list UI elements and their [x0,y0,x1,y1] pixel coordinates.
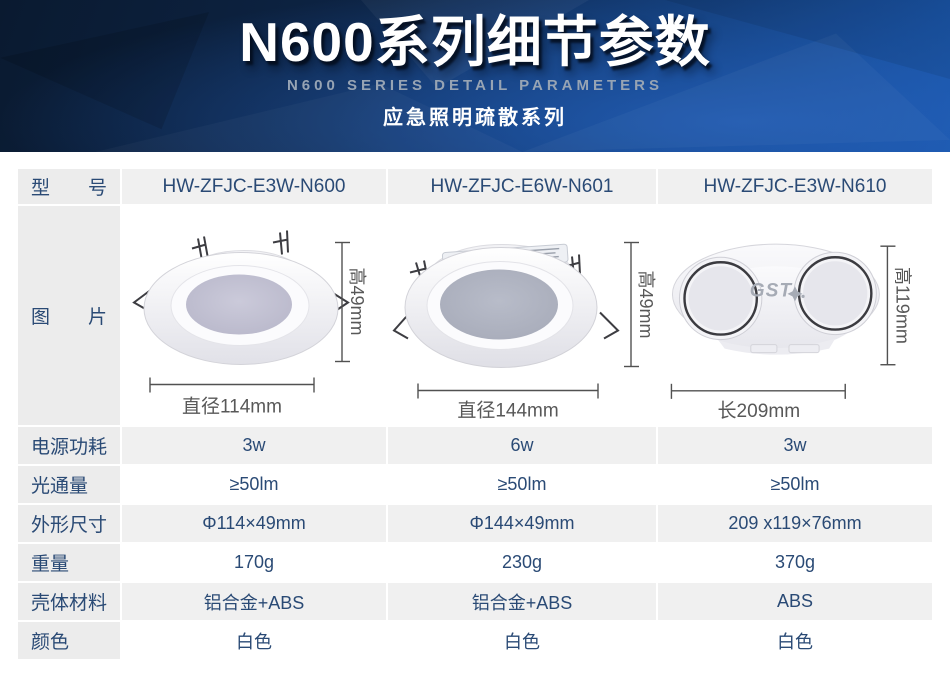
logo-star-icon [787,286,805,302]
spec-value: ABS [658,583,932,620]
spec-label-color: 颜色 [18,622,120,659]
page-title: N600系列细节参数 [239,11,711,73]
spec-value: 3w [658,427,932,464]
spec-label-weight: 重量 [18,544,120,581]
mounting-clip-icon [132,230,350,312]
dimension-lines [417,241,639,399]
twin-emergency-light-illustration: GST 高119mm 长209mm [670,243,912,422]
spec-value: Φ114×49mm [122,505,386,542]
height-dimension-label: 高49mm [347,267,367,335]
spec-value: ≥50lm [122,466,386,503]
product-image-n601: 高49mm 直径144mm [388,206,656,425]
spec-value: 白色 [658,622,932,659]
product-image-n610: GST 高119mm 长209mm [658,206,932,425]
spec-table: 型 号 HW-ZFJC-E3W-N600 HW-ZFJC-E6W-N601 HW… [18,169,932,659]
page-subtitle: N600 SERIES DETAIL PARAMETERS [286,76,664,94]
mounting-clip-icon [392,254,620,340]
model-name-n600: HW-ZFJC-E3W-N600 [122,169,386,204]
spec-value: Φ144×49mm [388,505,656,542]
spec-value: ≥50lm [388,466,656,503]
spec-label-flux: 光通量 [18,466,120,503]
spec-value: 209 x119×76mm [658,505,932,542]
image-row-label: 图 片 [18,206,120,425]
spec-label-size: 外形尺寸 [18,505,120,542]
gst-logo: GST [750,280,793,301]
model-row-label: 型 号 [18,169,120,204]
spec-value: 铝合金+ABS [122,583,386,620]
height-dimension-label: 高119mm [892,267,912,344]
dimension-lines [149,241,350,393]
diameter-dimension-label: 直径114mm [182,396,282,418]
series-tagline: 应急照明疏散系列 [383,106,567,129]
length-dimension-label: 长209mm [717,400,800,422]
product-image-n600: 高49mm 直径114mm [122,206,386,425]
spec-value: 230g [388,544,656,581]
spec-value: 3w [122,427,386,464]
spec-value: ≥50lm [658,466,932,503]
model-name-n601: HW-ZFJC-E6W-N601 [388,169,656,204]
height-dimension-label: 高49mm [636,270,656,338]
spec-value: 白色 [122,622,386,659]
spec-value: 白色 [388,622,656,659]
spec-value: 170g [122,544,386,581]
spec-value: 370g [658,544,932,581]
spec-value: 铝合金+ABS [388,583,656,620]
banner: N600系列细节参数 N600 SERIES DETAIL PARAMETERS… [0,0,950,152]
downlight-144-illustration: 高49mm 直径144mm [392,241,656,422]
spec-label-material: 壳体材料 [18,583,120,620]
spec-label-power: 电源功耗 [18,427,120,464]
dimension-lines [670,245,896,399]
downlight-114-illustration: 高49mm 直径114mm [132,230,367,418]
diameter-dimension-label: 直径144mm [457,400,558,422]
model-name-n610: HW-ZFJC-E3W-N610 [658,169,932,204]
spec-value: 6w [388,427,656,464]
